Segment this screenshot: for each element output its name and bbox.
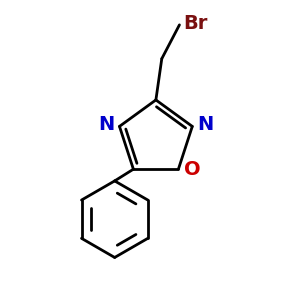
Text: N: N	[98, 116, 114, 134]
Text: N: N	[197, 116, 214, 134]
Text: O: O	[184, 160, 201, 179]
Text: Br: Br	[184, 14, 208, 33]
